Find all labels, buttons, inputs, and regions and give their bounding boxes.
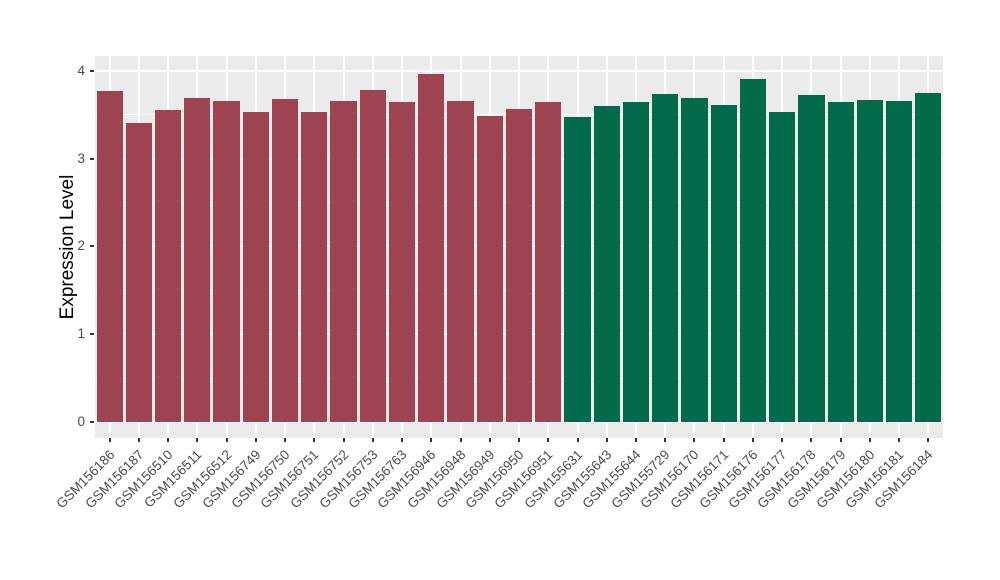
x-tick-mark <box>722 438 725 442</box>
x-tick-mark <box>781 438 784 442</box>
x-tick-mark <box>342 438 345 442</box>
bar-GSM156752 <box>330 100 357 422</box>
bar-GSM156179 <box>827 101 854 422</box>
y-tick-mark <box>90 421 94 423</box>
y-tick-mark <box>90 245 94 248</box>
x-tick-mark <box>839 438 842 442</box>
bar-GSM156750 <box>271 98 299 422</box>
bar-GSM156186 <box>96 91 123 422</box>
y-tick-mark <box>90 333 94 336</box>
bar-GSM156184 <box>915 92 942 422</box>
bar-GSM155644 <box>622 102 650 422</box>
bar-GSM156187 <box>125 122 152 422</box>
bar-GSM156950 <box>505 108 533 422</box>
bar-GSM156946 <box>418 74 445 422</box>
plot-panel <box>95 56 943 438</box>
x-tick-mark <box>284 438 287 442</box>
x-tick-mark <box>313 438 316 442</box>
x-tick-mark <box>576 438 579 442</box>
bar-GSM156176 <box>739 78 767 422</box>
bar-GSM156177 <box>769 112 796 422</box>
bar-GSM156512 <box>213 100 240 422</box>
gridline-major <box>95 421 943 423</box>
x-tick-mark <box>751 438 754 442</box>
x-tick-mark <box>810 438 813 442</box>
x-tick-mark <box>664 438 667 442</box>
x-tick-mark <box>488 438 491 442</box>
bar-GSM155643 <box>593 105 620 422</box>
bar-GSM156763 <box>388 102 416 422</box>
y-tick-mark <box>90 157 94 160</box>
bar-GSM156171 <box>710 105 737 422</box>
x-tick-mark <box>459 438 462 442</box>
x-tick-mark <box>371 438 374 442</box>
y-tick-mark <box>90 69 94 72</box>
x-tick-mark <box>430 438 433 442</box>
x-tick-mark <box>868 438 871 442</box>
bar-GSM155729 <box>652 93 679 422</box>
y-tick-label: 1 <box>77 326 85 342</box>
x-tick-mark <box>898 438 901 442</box>
x-tick-mark <box>196 438 199 442</box>
x-tick-mark <box>927 438 930 442</box>
gridline-major <box>95 69 943 72</box>
bar-GSM156749 <box>242 112 269 422</box>
y-tick-label: 4 <box>77 62 85 78</box>
x-tick-mark <box>605 438 608 442</box>
x-tick-mark <box>108 438 111 442</box>
bar-GSM156753 <box>359 90 386 422</box>
y-tick-label: 3 <box>77 150 85 166</box>
y-tick-label: 0 <box>77 414 85 429</box>
bar-GSM156180 <box>856 99 883 422</box>
bar-GSM156951 <box>535 101 562 422</box>
bar-GSM156510 <box>154 110 182 422</box>
y-tick-label: 2 <box>77 238 85 254</box>
bar-GSM155631 <box>564 117 591 422</box>
bar-GSM156949 <box>476 115 503 422</box>
bar-GSM156178 <box>798 94 825 422</box>
x-tick-mark <box>401 438 403 442</box>
x-tick-mark <box>137 438 140 442</box>
bar-GSM156181 <box>886 100 913 422</box>
bar-GSM156511 <box>184 98 211 422</box>
bar-GSM156751 <box>301 112 328 422</box>
x-tick-mark <box>635 438 637 442</box>
x-tick-mark <box>225 438 228 442</box>
bar-GSM156948 <box>447 100 474 422</box>
x-tick-mark <box>547 438 550 442</box>
x-tick-mark <box>254 438 257 442</box>
x-tick-mark <box>167 438 170 442</box>
x-tick-mark <box>693 438 696 442</box>
bar-GSM156170 <box>681 98 708 422</box>
x-tick-mark <box>518 438 520 442</box>
